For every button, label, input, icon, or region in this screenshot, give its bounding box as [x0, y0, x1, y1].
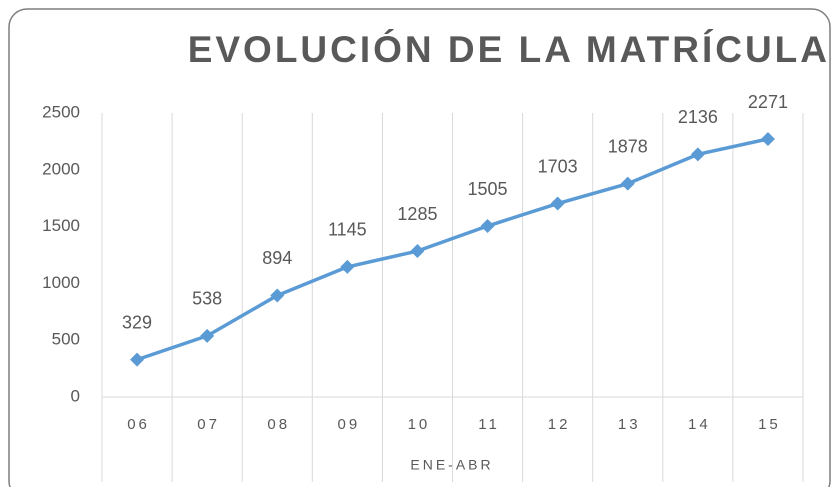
data-point [340, 259, 355, 274]
data-label: 894 [262, 248, 292, 268]
data-label: 329 [122, 312, 152, 332]
data-label: 1878 [608, 136, 648, 156]
data-point [620, 176, 635, 191]
y-tick-label: 500 [52, 330, 80, 349]
data-label: 1285 [397, 204, 437, 224]
x-tick-label: 12 [548, 416, 571, 433]
data-label: 538 [192, 289, 222, 309]
y-tick-label: 1500 [42, 216, 80, 235]
data-point [550, 196, 565, 211]
data-point [410, 244, 425, 259]
data-point [690, 147, 705, 162]
data-label: 1505 [468, 179, 508, 199]
data-label: 1703 [538, 156, 578, 176]
x-tick-label: 06 [127, 416, 150, 433]
data-point [130, 352, 145, 367]
y-tick-label: 0 [71, 386, 80, 405]
x-tick-label: 15 [758, 416, 781, 433]
data-point [760, 132, 775, 147]
x-axis-label: ENE-ABR [410, 457, 493, 473]
y-tick-label: 2500 [42, 102, 80, 121]
data-point [270, 288, 285, 303]
x-tick-label: 10 [408, 416, 431, 433]
x-tick-label: 09 [338, 416, 361, 433]
data-point [480, 219, 495, 234]
x-tick-label: 07 [197, 416, 220, 433]
y-tick-label: 1000 [42, 273, 80, 292]
data-point [200, 328, 215, 343]
x-tick-label: 08 [267, 416, 290, 433]
series-line [136, 137, 769, 362]
chart-title: EVOLUCIÓN DE LA MATRÍCULA [188, 28, 830, 70]
x-tick-label: 11 [478, 416, 500, 433]
y-tick-label: 2000 [42, 159, 80, 178]
data-label: 2271 [748, 92, 788, 112]
x-tick-label: 14 [688, 416, 711, 433]
data-label: 2136 [678, 107, 718, 127]
data-label: 1145 [328, 220, 367, 240]
x-tick-label: 13 [618, 416, 641, 433]
